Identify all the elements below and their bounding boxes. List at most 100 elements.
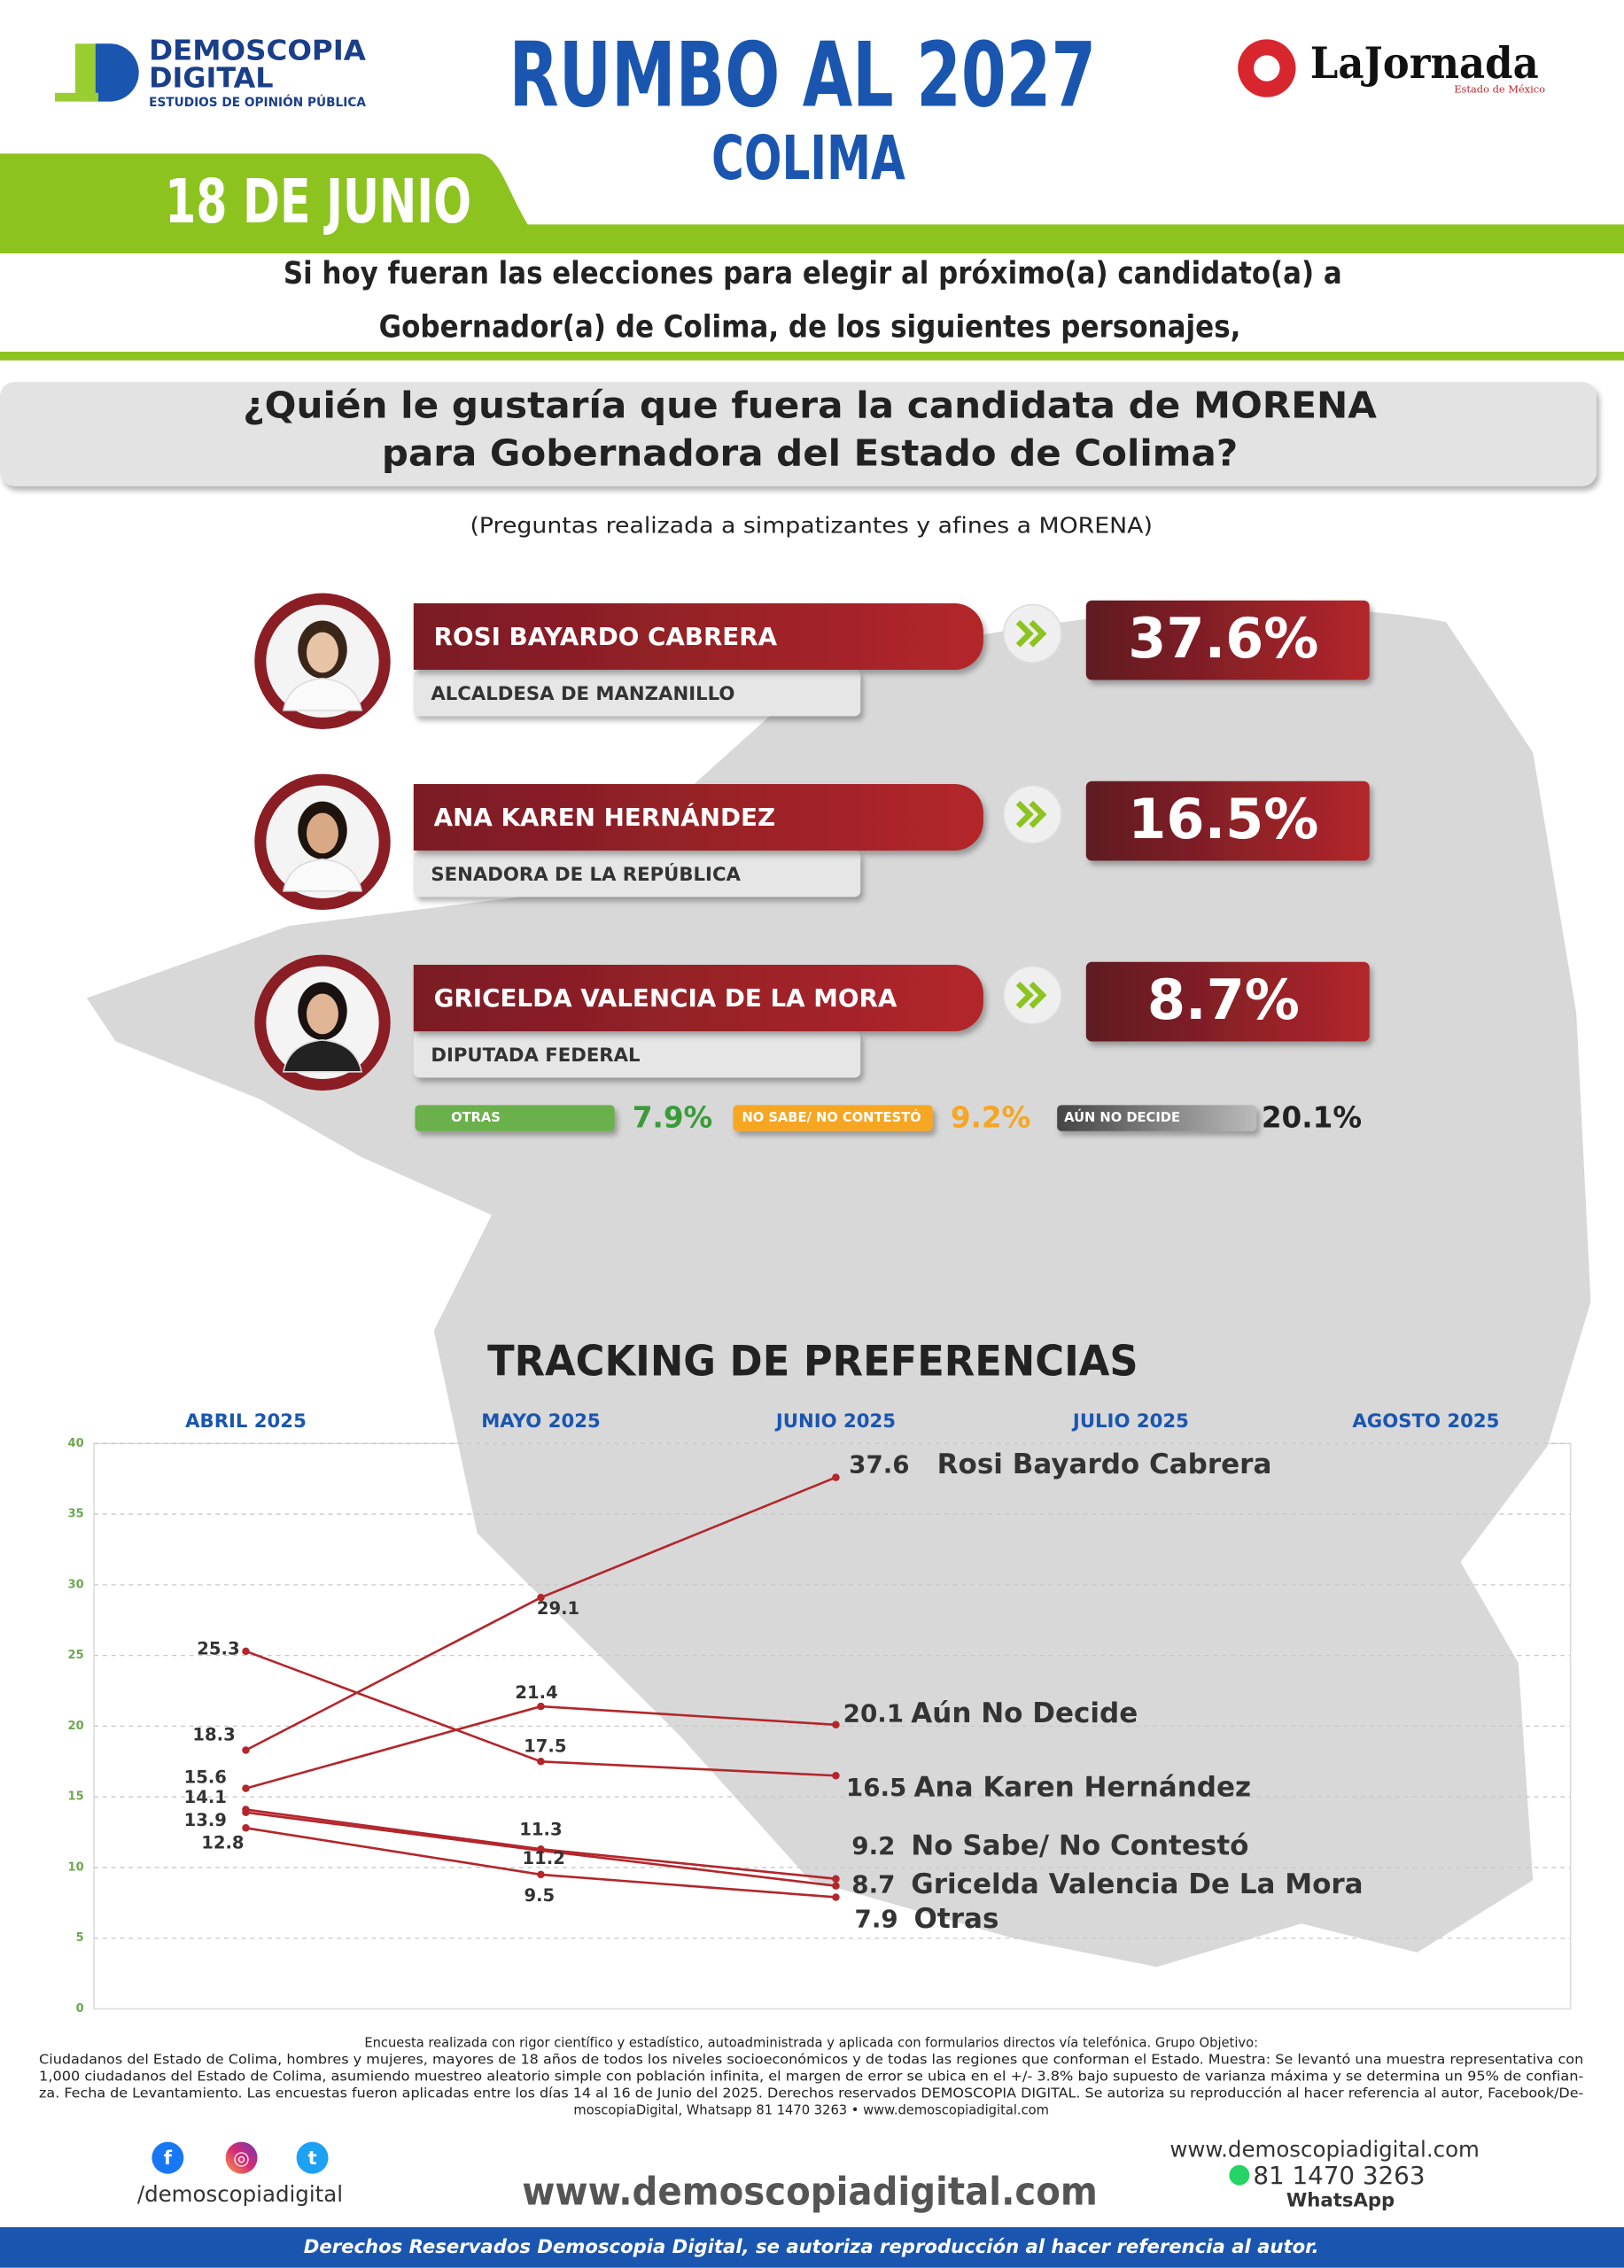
data-point — [242, 1808, 250, 1816]
partner-logo — [1238, 39, 1296, 97]
date: 18 DE JUNIO — [165, 167, 471, 237]
data-point — [832, 1875, 840, 1883]
data-point — [832, 1473, 840, 1481]
data-point — [242, 1746, 250, 1754]
data-label: 17.5 — [524, 1736, 566, 1756]
footer-bar — [0, 2226, 1624, 2268]
data-point — [832, 1882, 840, 1890]
partner-mark — [1254, 55, 1280, 82]
x-tick-label: AGOSTO 2025 — [1352, 1410, 1499, 1433]
candidates — [254, 593, 1370, 1131]
series-label: No Sabe/ No Contestó — [911, 1829, 1248, 1861]
other-value: 20.1% — [1262, 1101, 1362, 1135]
data-point — [832, 1893, 840, 1901]
partner-tagline: Estado de México — [1454, 83, 1545, 96]
photo-body — [282, 1039, 363, 1073]
subtitle: COLIMA — [711, 123, 905, 194]
question-text: para Gobernadora del Estado de Colima? — [382, 431, 1238, 474]
logo-tagline: ESTUDIOS DE OPINIÓN PÚBLICA — [149, 94, 366, 110]
role-box — [413, 1031, 861, 1078]
logo-mark — [55, 92, 98, 102]
y-tick-label: 0 — [76, 2002, 84, 2016]
note: (Preguntas realizada a simpatizantes y a… — [470, 512, 1152, 538]
role-box — [413, 670, 861, 717]
data-label: 15.6 — [184, 1767, 227, 1788]
y-tick-label: 30 — [68, 1578, 84, 1591]
x-tick-label: MAYO 2025 — [481, 1410, 601, 1433]
icon-glyph: t — [307, 2148, 316, 2170]
role-box — [413, 850, 861, 897]
partner-name: LaJornada — [1310, 37, 1539, 89]
candidate-role: ALCALDESA DE MANZANILLO — [431, 683, 734, 705]
instagram-icon[interactable] — [225, 2141, 258, 2174]
other-bar — [415, 1105, 615, 1131]
twitter-icon[interactable] — [296, 2141, 329, 2174]
contact-phone: 81 1470 3263 — [1253, 2161, 1425, 2190]
facebook-icon[interactable] — [152, 2141, 184, 2174]
chevron — [1015, 619, 1047, 648]
x-tick-label: ABRIL 2025 — [185, 1410, 307, 1433]
footnote: Ciudadanos del Estado de Colima, hombres… — [39, 2053, 1583, 2068]
footnote: za. Fecha de Levantamiento. Las encuesta… — [39, 2085, 1583, 2101]
chevron — [1015, 800, 1047, 828]
series-label: Otras — [914, 1903, 999, 1935]
other-value: 9.2% — [951, 1101, 1030, 1135]
data-label: 8.7 — [851, 1870, 895, 1899]
date-band — [0, 153, 1624, 253]
y-tick-label: 10 — [68, 1860, 84, 1874]
other-bar — [1057, 1105, 1257, 1131]
y-tick-label: 20 — [68, 1720, 84, 1733]
icon-glyph: ◎ — [233, 2148, 250, 2170]
logo — [55, 43, 139, 102]
icon-glyph: f — [164, 2148, 173, 2170]
data-label: 9.5 — [524, 1885, 555, 1906]
value-box — [1085, 781, 1370, 861]
data-point — [242, 1647, 250, 1656]
photo-body — [282, 858, 363, 892]
data-label: 11.3 — [519, 1819, 562, 1839]
contact-website: www.demoscopiadigital.com — [1169, 2136, 1480, 2162]
data-point — [242, 1784, 250, 1792]
title: RUMBO AL 2027 — [509, 23, 1097, 128]
other-label: NO SABE/ NO CONTESTÓ — [742, 1109, 921, 1125]
data-label: 12.8 — [201, 1833, 244, 1853]
data-label: 7.9 — [855, 1905, 898, 1934]
photo-face — [307, 812, 338, 854]
data-label: 18.3 — [192, 1725, 235, 1745]
y-tick-label: 5 — [76, 1931, 84, 1945]
y-tick-label: 35 — [68, 1508, 84, 1521]
social-handle: /demoscopiadigital — [137, 2181, 343, 2207]
y-tick-label: 15 — [68, 1790, 84, 1804]
data-point — [832, 1720, 840, 1729]
name-bar — [413, 783, 983, 851]
question-box — [0, 382, 1597, 486]
whatsapp-icon[interactable] — [1229, 2164, 1250, 2186]
data-label: 20.1 — [843, 1698, 904, 1728]
data-point — [537, 1702, 545, 1711]
photo-face — [307, 993, 338, 1035]
intro-text: Gobernador(a) de Colima, de los siguient… — [379, 309, 1241, 345]
logo-mark — [74, 43, 96, 102]
name-bar — [413, 602, 983, 671]
data-label: 9.2 — [851, 1831, 895, 1860]
data-label: 16.5 — [846, 1773, 906, 1802]
chevron — [1015, 981, 1047, 1009]
data-point — [537, 1758, 545, 1766]
footer-text: Derechos Reservados Demoscopia Digital, … — [304, 2236, 1319, 2258]
chart-title: TRACKING DE PREFERENCIAS — [487, 1338, 1138, 1386]
x-tick-label: JUNIO 2025 — [774, 1410, 896, 1433]
series-label: Rosi Bayardo Cabrera — [937, 1449, 1272, 1480]
data-label: 14.1 — [184, 1787, 227, 1807]
data-label: 29.1 — [537, 1598, 579, 1619]
contact-whatsapp: WhatsApp — [1286, 2190, 1395, 2212]
name-bar — [413, 965, 983, 1032]
candidate-value: 8.7% — [1147, 967, 1300, 1032]
intro-text: Si hoy fueran las elecciones para elegir… — [284, 256, 1342, 291]
other-label: OTRAS — [451, 1110, 501, 1125]
value-box — [1085, 961, 1370, 1042]
data-point — [537, 1593, 545, 1602]
y-tick-label: 25 — [68, 1649, 84, 1662]
question-text: ¿Quién le gustaría que fuera la candidat… — [243, 384, 1377, 427]
footnote: moscopiaDigital, Whatsapp 81 1470 3263 •… — [573, 2102, 1049, 2117]
